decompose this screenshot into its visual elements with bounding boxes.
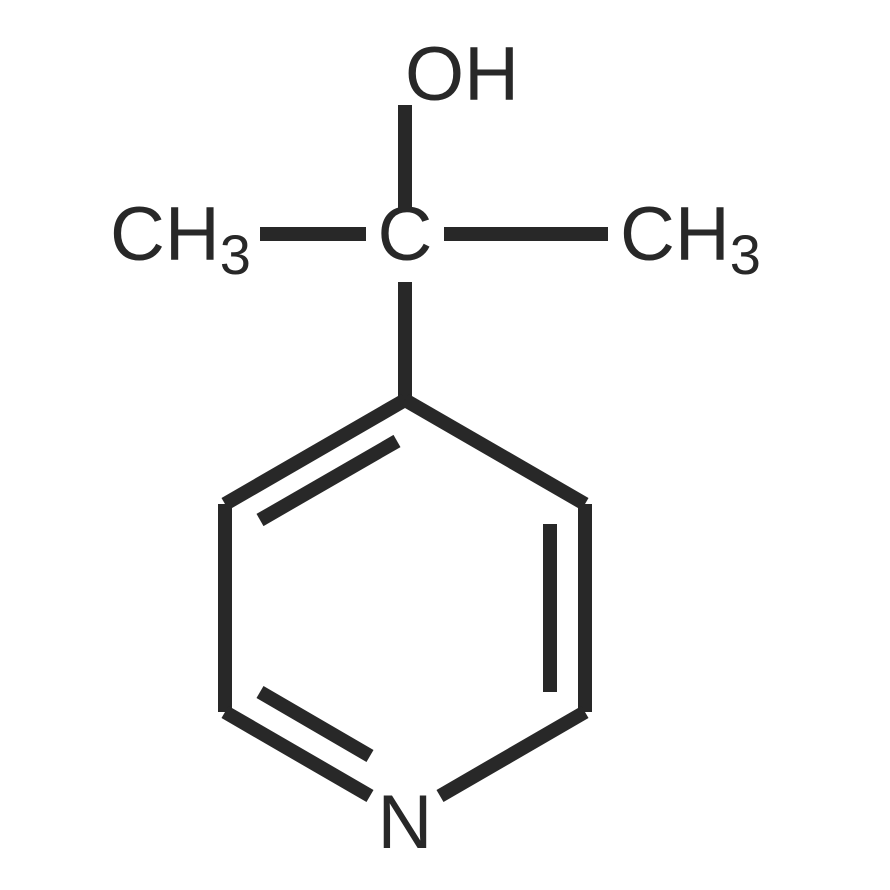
molecule-diagram: OH CH3 C CH3 N <box>0 0 890 890</box>
label-oh: OH <box>405 32 519 117</box>
label-c-central: C <box>378 192 433 277</box>
bond-ring-bl-outer <box>225 712 370 796</box>
bond-ring-br <box>440 712 585 796</box>
label-ch3-right: CH3 <box>620 192 761 286</box>
bond-ring-tr <box>405 400 585 504</box>
label-ch3-left: CH3 <box>110 192 251 286</box>
label-n: N <box>378 780 433 865</box>
bond-ring-tl-inner <box>260 441 397 520</box>
